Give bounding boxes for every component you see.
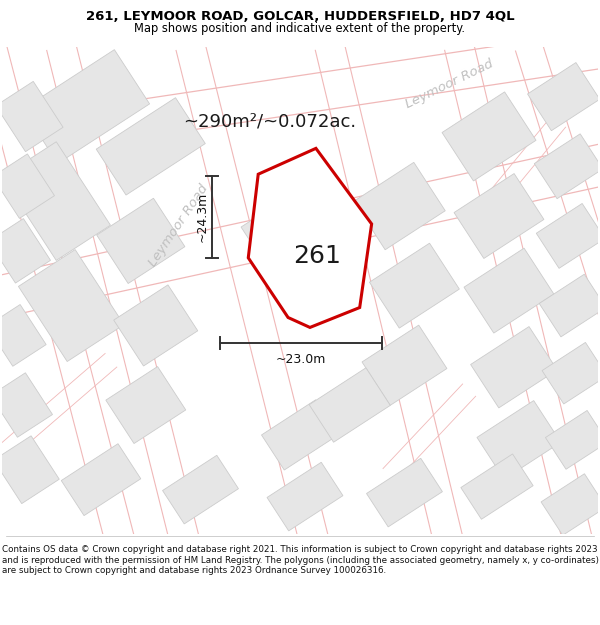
Polygon shape bbox=[542, 342, 600, 404]
Text: Leymoor Road: Leymoor Road bbox=[146, 182, 211, 269]
Polygon shape bbox=[248, 148, 371, 328]
Text: 261, LEYMOOR ROAD, GOLCAR, HUDDERSFIELD, HD7 4QL: 261, LEYMOOR ROAD, GOLCAR, HUDDERSFIELD,… bbox=[86, 10, 514, 23]
Polygon shape bbox=[19, 249, 124, 361]
Polygon shape bbox=[97, 198, 185, 284]
Polygon shape bbox=[96, 98, 205, 195]
Polygon shape bbox=[114, 285, 198, 366]
Polygon shape bbox=[464, 248, 554, 333]
Polygon shape bbox=[470, 327, 557, 408]
Polygon shape bbox=[527, 62, 600, 131]
Polygon shape bbox=[534, 134, 600, 199]
Polygon shape bbox=[241, 186, 335, 276]
Polygon shape bbox=[0, 436, 59, 504]
Polygon shape bbox=[461, 454, 533, 519]
Text: ~24.3m: ~24.3m bbox=[196, 192, 209, 242]
Polygon shape bbox=[354, 162, 445, 250]
Polygon shape bbox=[106, 366, 186, 444]
Polygon shape bbox=[362, 325, 447, 406]
Polygon shape bbox=[23, 49, 149, 164]
Polygon shape bbox=[536, 204, 600, 268]
Polygon shape bbox=[370, 243, 460, 328]
Polygon shape bbox=[539, 274, 600, 337]
Polygon shape bbox=[442, 92, 536, 181]
Text: Contains OS data © Crown copyright and database right 2021. This information is : Contains OS data © Crown copyright and d… bbox=[1, 545, 599, 575]
Polygon shape bbox=[477, 401, 561, 479]
Polygon shape bbox=[541, 474, 600, 535]
Polygon shape bbox=[545, 411, 600, 469]
Polygon shape bbox=[61, 444, 141, 516]
Text: Leymoor Road: Leymoor Road bbox=[403, 57, 495, 111]
Polygon shape bbox=[0, 81, 63, 152]
Text: Map shows position and indicative extent of the property.: Map shows position and indicative extent… bbox=[134, 22, 466, 35]
Text: 261: 261 bbox=[293, 244, 341, 268]
Text: ~23.0m: ~23.0m bbox=[276, 353, 326, 366]
Polygon shape bbox=[0, 154, 55, 218]
Polygon shape bbox=[309, 368, 391, 442]
Polygon shape bbox=[267, 462, 343, 531]
Polygon shape bbox=[262, 400, 338, 470]
Polygon shape bbox=[454, 174, 544, 259]
Polygon shape bbox=[0, 304, 46, 366]
Polygon shape bbox=[0, 372, 52, 438]
Polygon shape bbox=[2, 142, 110, 261]
Polygon shape bbox=[0, 219, 50, 283]
Text: ~290m²/~0.072ac.: ~290m²/~0.072ac. bbox=[184, 112, 357, 131]
Polygon shape bbox=[163, 455, 238, 524]
Polygon shape bbox=[367, 458, 442, 527]
